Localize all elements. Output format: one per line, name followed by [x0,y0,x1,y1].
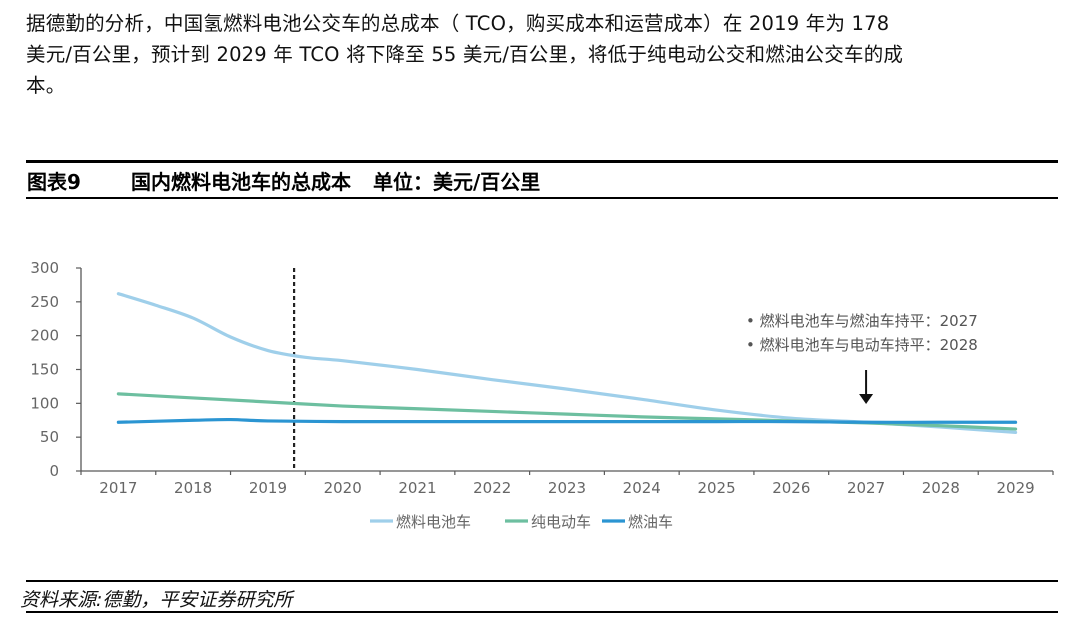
figure-title: 国内燃料电池车的总成本 [131,170,351,194]
body-paragraph: 据德勤的分析，中国氢燃料电池公交车的总成本（ TCO，购买成本和运营成本）在 2… [26,8,1066,101]
legend-label: 燃料电池车 [396,513,471,531]
y-tick-label: 50 [40,428,59,446]
legend: 燃料电池车 纯电动车 燃油车 [370,513,673,531]
x-tick-label: 2021 [398,479,436,497]
figure-title-rule [26,197,1058,199]
figure-number: 图表9 [27,170,81,194]
source-top-rule [26,580,1058,582]
paragraph-line: 美元/百公里，预计到 2029 年 TCO 将下降至 55 美元/百公里，将低于… [26,43,904,66]
source-note: 资料来源:德勤，平安证券研究所 [20,589,293,611]
annotation-text: • 燃料电池车与电动车持平：2028 [746,336,978,354]
x-tick-label: 2018 [174,479,212,497]
x-tick-label: 2028 [922,479,960,497]
x-tick-label: 2023 [548,479,586,497]
series-group [116,292,1018,435]
y-tick-label: 100 [30,394,59,412]
annotation-text: • 燃料电池车与燃油车持平：2027 [746,312,978,330]
x-tick-label: 2017 [99,479,137,497]
x-tick-label: 2024 [623,479,661,497]
x-tick-label: 2025 [697,479,735,497]
x-tick-label: 2026 [772,479,810,497]
y-tick-label: 150 [30,361,59,379]
legend-label: 燃油车 [628,513,673,531]
figure-top-rule [26,160,1058,163]
y-tick-label: 300 [30,259,59,277]
line-chart: 0 50 100 150 200 250 300 2017 2018 2019 2020 2021 20… [30,259,1054,531]
y-tick-label: 250 [30,293,59,311]
y-tick-label: 0 [49,462,59,480]
axes: 0 50 100 150 200 250 300 2017 2018 2019 2020 2021 20… [30,259,1054,497]
x-tick-label: 2022 [473,479,511,497]
x-tick-label: 2019 [249,479,287,497]
x-tick-label: 2029 [997,479,1035,497]
source-bottom-rule [26,611,1058,613]
figure-unit: 单位：美元/百公里 [373,170,541,194]
paragraph-line: 本。 [26,74,66,97]
y-tick-label: 200 [30,327,59,345]
arrow-head-icon [859,394,874,404]
legend-label: 纯电动车 [531,513,591,531]
paragraph-line: 据德勤的分析，中国氢燃料电池公交车的总成本（ TCO，购买成本和运营成本）在 2… [26,12,890,35]
figure-caption: 图表9 国内燃料电池车的总成本 单位：美元/百公里 [27,166,540,195]
series-line-fuel-oil [116,417,1018,424]
x-tick-label: 2027 [847,479,885,497]
x-tick-label: 2020 [324,479,362,497]
annotation-group: • 燃料电池车与燃油车持平：2027 • 燃料电池车与电动车持平：2028 [746,312,978,404]
